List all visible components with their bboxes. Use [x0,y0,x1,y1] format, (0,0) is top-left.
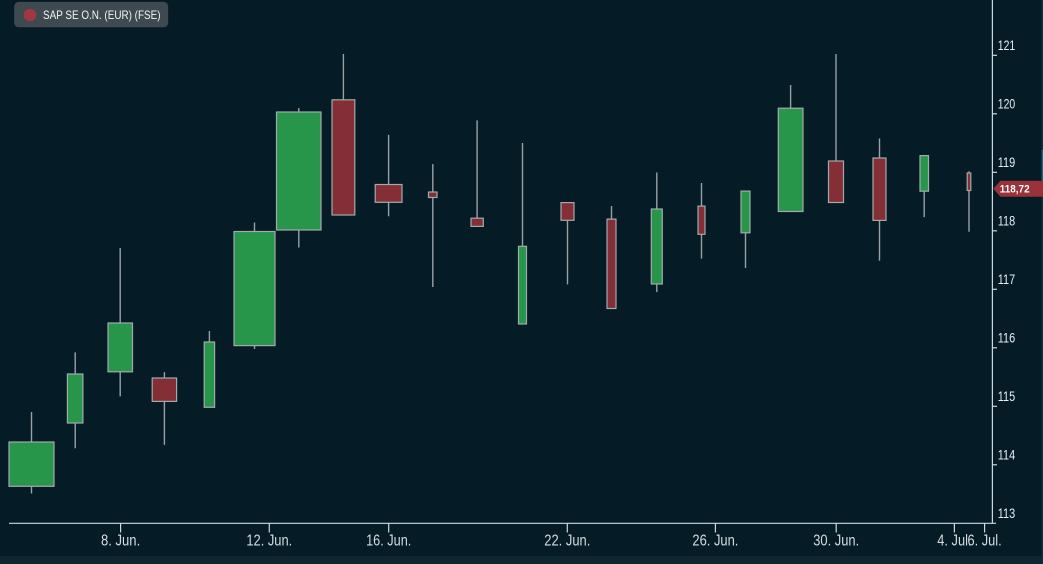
svg-text:30. Jun.: 30. Jun. [813,533,859,550]
svg-text:115: 115 [998,389,1015,404]
svg-text:114: 114 [998,448,1016,463]
svg-text:116: 116 [998,331,1015,346]
svg-text:22. Jun.: 22. Jun. [544,533,590,550]
svg-text:26. Jun.: 26. Jun. [692,533,738,550]
svg-text:117: 117 [998,272,1015,287]
svg-text:16. Jun.: 16. Jun. [366,533,411,550]
svg-text:118: 118 [998,214,1015,229]
svg-text:8. Jun.: 8. Jun. [101,533,140,550]
svg-text:113: 113 [998,506,1015,521]
svg-text:118,72: 118,72 [1000,184,1030,196]
svg-text:6. Jul.: 6. Jul. [968,533,1002,550]
svg-text:4. Jul.: 4. Jul. [937,533,971,550]
svg-text:SAP SE O.N. (EUR) (FSE): SAP SE O.N. (EUR) (FSE) [43,8,161,22]
svg-text:121: 121 [998,38,1015,53]
svg-text:120: 120 [998,97,1015,112]
svg-text:12. Jun.: 12. Jun. [246,533,292,550]
svg-text:119: 119 [998,155,1015,170]
